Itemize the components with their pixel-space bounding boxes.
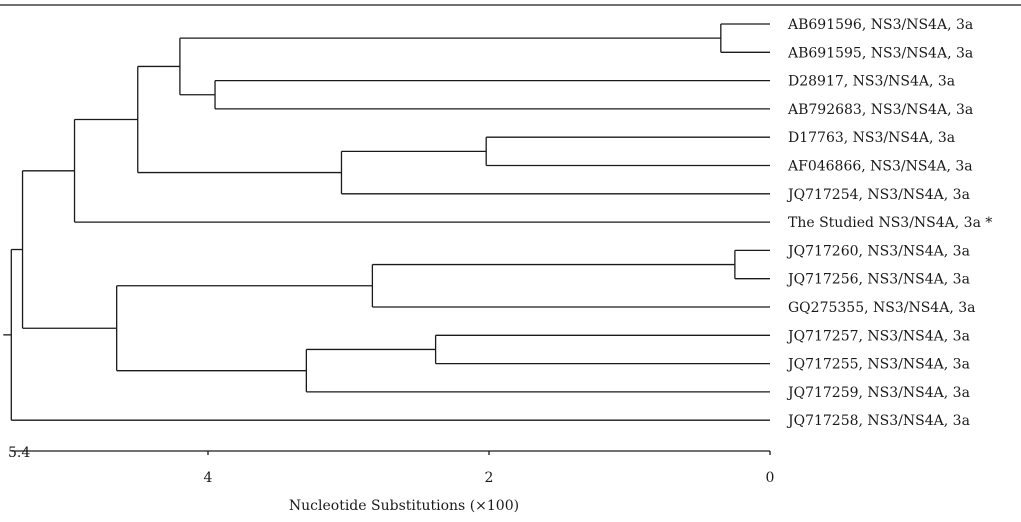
tree-branches — [3, 23, 770, 421]
leaf-label: D17763, NS3/NS4A, 3a — [788, 130, 955, 146]
axis-tick-label: 0 — [766, 470, 775, 486]
axis-tick-label: 2 — [485, 470, 494, 486]
leaf-label: AB691595, NS3/NS4A, 3a — [787, 45, 973, 61]
leaf-label: JQ717254, NS3/NS4A, 3a — [786, 187, 970, 203]
leaf-label: The Studied NS3/NS4A, 3a * — [788, 215, 992, 231]
leaf-label: AB792683, NS3/NS4A, 3a — [787, 102, 973, 118]
leaf-label: JQ717256, NS3/NS4A, 3a — [786, 272, 970, 288]
leaf-label: JQ717259, NS3/NS4A, 3a — [786, 385, 970, 401]
leaf-labels: AB691596, NS3/NS4A, 3a AB691595, NS3/NS4A… — [786, 17, 992, 429]
leaf-label: AB691596, NS3/NS4A, 3a — [787, 17, 973, 33]
leaf-label: GQ275355, NS3/NS4A, 3a — [788, 300, 975, 316]
leaf-label: D28917, NS3/NS4A, 3a — [788, 74, 955, 90]
leaf-label: JQ717258, NS3/NS4A, 3a — [786, 413, 970, 429]
axis-start-label: 5.4 — [8, 445, 30, 461]
leaf-label: JQ717257, NS3/NS4A, 3a — [786, 328, 970, 344]
leaf-label: AF046866, NS3/NS4A, 3a — [787, 159, 973, 175]
axis-tick-label: 4 — [204, 470, 213, 486]
leaf-label: JQ717255, NS3/NS4A, 3a — [786, 357, 970, 373]
axis-title: Nucleotide Substitutions (×100) — [289, 498, 519, 514]
scale-axis: 5.4 Nucleotide Substitutions (×100) 4 2 0 — [8, 445, 774, 514]
leaf-label: JQ717260, NS3/NS4A, 3a — [786, 243, 970, 259]
